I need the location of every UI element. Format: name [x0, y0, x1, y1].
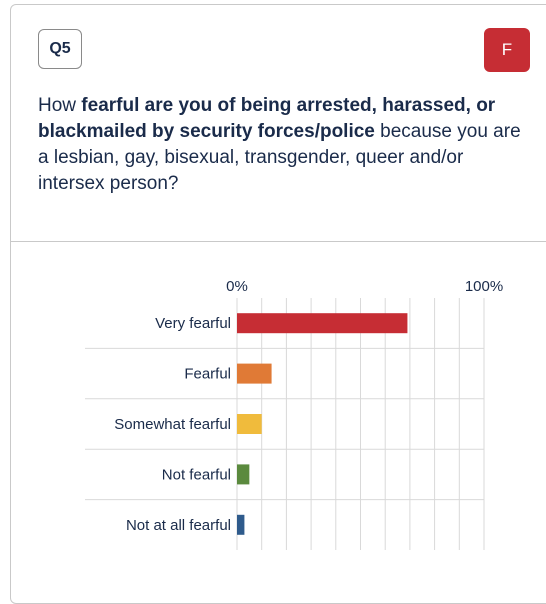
x-tick-label-max: 100% [465, 278, 503, 295]
question-text-bold: fearful are you of being arrested, haras… [38, 95, 496, 142]
question-text-part2: because you are a lesbian, gay, bisexual… [38, 121, 521, 194]
group-badge: F [484, 28, 530, 72]
bar [237, 414, 262, 434]
category-label: Not at all fearful [126, 517, 231, 534]
bar [237, 464, 250, 485]
bar [237, 313, 408, 334]
category-label: Not fearful [162, 466, 231, 483]
question-text-part1: How [38, 95, 82, 116]
question-number-badge: Q5 [38, 29, 82, 69]
x-tick-label-min: 0% [226, 278, 248, 295]
card-divider [10, 241, 546, 242]
question-text: How fearful are you of being arrested, h… [38, 93, 528, 197]
category-label: Somewhat fearful [114, 416, 231, 433]
category-label: Fearful [184, 366, 231, 383]
category-label: Very fearful [155, 315, 231, 332]
bar [237, 363, 272, 384]
bar [237, 514, 245, 535]
